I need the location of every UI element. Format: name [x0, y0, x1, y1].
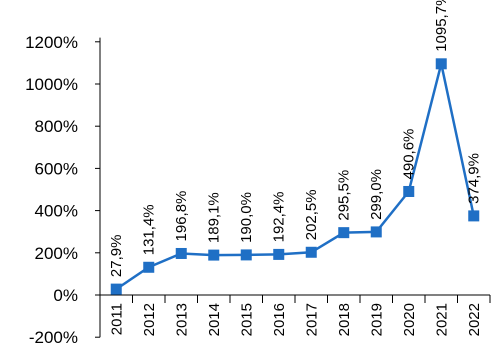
- data-point-marker: [305, 246, 317, 258]
- data-label: 374,9%: [466, 153, 483, 204]
- data-label: 299,0%: [368, 169, 385, 220]
- data-label: 202,5%: [303, 189, 320, 240]
- chart-axes: [99, 37, 490, 338]
- data-point-marker: [370, 226, 382, 238]
- x-category-label: 2017: [303, 303, 320, 336]
- x-category-label: 2020: [401, 303, 418, 336]
- data-label: 490,6%: [401, 129, 418, 180]
- data-point-marker: [143, 261, 155, 273]
- x-category-label: 2021: [433, 303, 450, 336]
- x-category-label: 2013: [173, 303, 190, 336]
- x-category-label: 2015: [238, 303, 255, 336]
- y-tick-label: 800%: [35, 117, 78, 136]
- y-tick-label: 200%: [35, 244, 78, 263]
- data-point-marker: [175, 247, 187, 259]
- data-point-marker: [403, 185, 415, 197]
- x-category-label: 2018: [336, 303, 353, 336]
- data-labels: 27,9% 131,4% 196,8% 189,1% 190,0% 192,4% 202,5…: [108, 0, 483, 277]
- y-tick-label: 1000%: [25, 75, 78, 94]
- data-point-marker: [208, 249, 220, 261]
- y-tick-label: 600%: [35, 159, 78, 178]
- data-label: 131,4%: [141, 204, 158, 255]
- data-point-marker: [273, 248, 285, 260]
- data-label: 295,5%: [336, 170, 353, 221]
- y-tick-label: 1200%: [25, 33, 78, 52]
- x-axis-categories: 2011 2012 2013 2014 2015 2016 2017 2018 2019 2020…: [99, 295, 491, 336]
- y-tick-label: 400%: [35, 202, 78, 221]
- data-point-marker: [468, 210, 480, 222]
- data-point-marker: [338, 227, 350, 239]
- data-point-marker: [240, 249, 252, 261]
- data-label: 190,0%: [238, 192, 255, 243]
- series-group: [110, 58, 480, 295]
- data-label: 192,4%: [271, 192, 288, 243]
- data-label: 189,1%: [206, 192, 223, 243]
- series-line: [115, 63, 475, 291]
- x-category-label: 2022: [466, 303, 483, 336]
- x-category-label: 2011: [108, 303, 125, 335]
- y-tick-label: 0%: [53, 286, 78, 305]
- y-axis-ticks: -200% 0% 200% 400% 600% 800% 1000% 1200%: [25, 33, 100, 345]
- data-label: 1095,7%: [433, 0, 450, 52]
- x-category-label: 2019: [368, 303, 385, 336]
- x-category-label: 2016: [271, 303, 288, 336]
- data-label: 196,8%: [173, 191, 190, 242]
- data-point-marker: [110, 283, 122, 295]
- data-point-marker: [435, 58, 447, 70]
- data-label: 27,9%: [108, 235, 125, 278]
- x-category-label: 2014: [206, 303, 223, 336]
- x-category-label: 2012: [141, 303, 158, 336]
- y-tick-label: -200%: [29, 328, 78, 345]
